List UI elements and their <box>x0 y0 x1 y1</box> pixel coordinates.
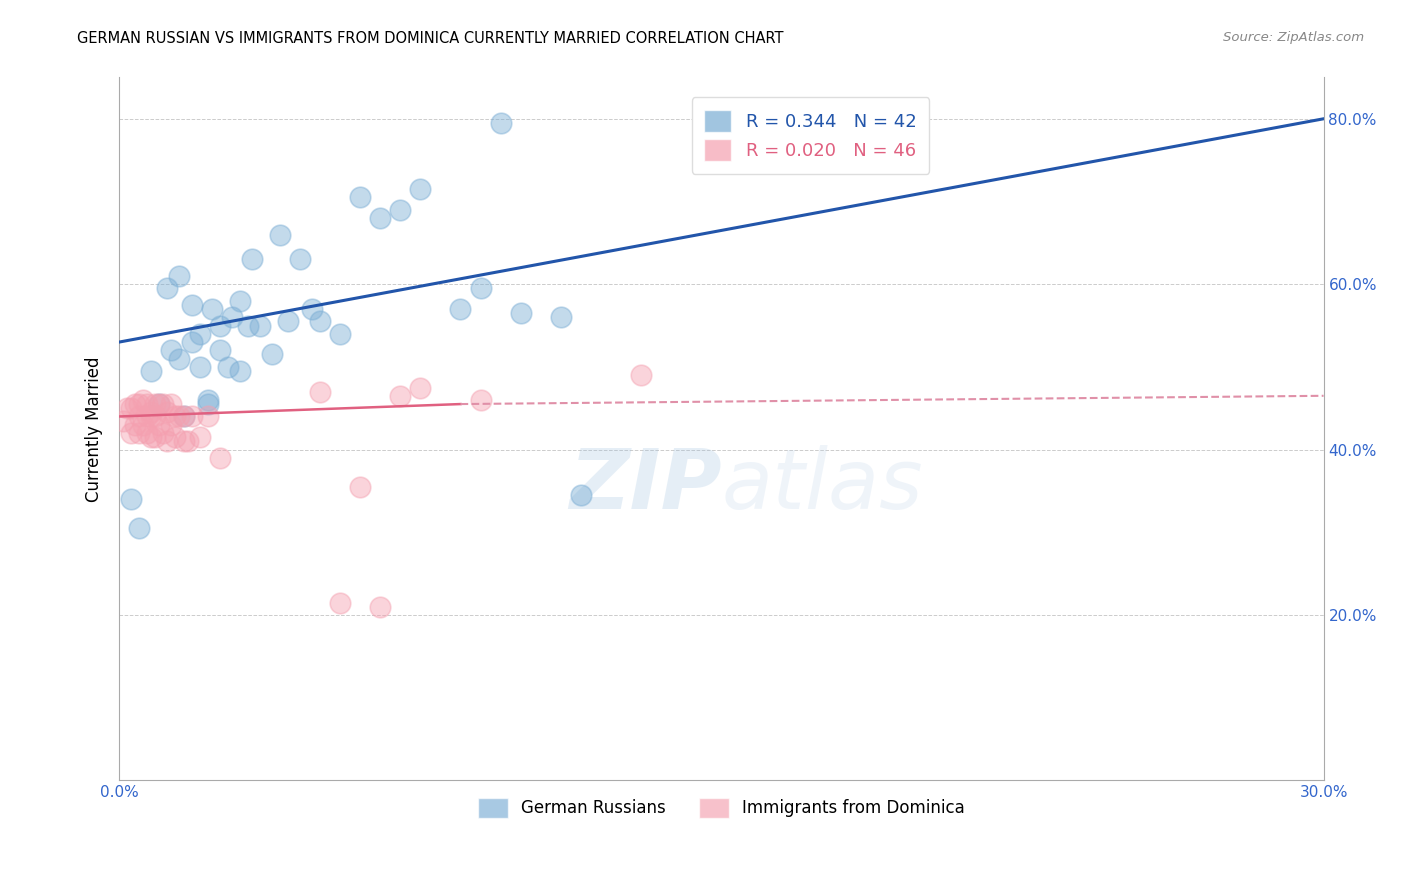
Point <box>450 301 472 316</box>
Point <box>269 227 291 242</box>
Legend: German Russians, Immigrants from Dominica: German Russians, Immigrants from Dominic… <box>471 791 972 825</box>
Text: GERMAN RUSSIAN VS IMMIGRANTS FROM DOMINICA CURRENTLY MARRIED CORRELATION CHART: GERMAN RUSSIAN VS IMMIGRANTS FROM DOMINI… <box>77 31 783 46</box>
Point <box>132 392 155 407</box>
Point <box>136 397 159 411</box>
Point <box>136 409 159 424</box>
Point <box>124 417 146 432</box>
Point <box>145 409 167 424</box>
Point <box>329 595 352 609</box>
Point <box>136 425 159 440</box>
Point <box>221 310 243 325</box>
Point <box>160 397 183 411</box>
Point <box>208 343 231 358</box>
Point <box>169 409 191 424</box>
Point <box>188 430 211 444</box>
Point <box>165 409 187 424</box>
Point <box>228 293 250 308</box>
Point <box>309 384 332 399</box>
Point <box>141 430 163 444</box>
Point <box>188 326 211 341</box>
Point <box>569 488 592 502</box>
Point <box>329 326 352 341</box>
Point <box>120 425 142 440</box>
Point <box>240 252 263 267</box>
Point <box>176 434 198 449</box>
Point <box>145 430 167 444</box>
Point <box>309 314 332 328</box>
Point <box>156 405 179 419</box>
Y-axis label: Currently Married: Currently Married <box>86 356 103 501</box>
Point <box>197 409 219 424</box>
Point <box>152 397 174 411</box>
Point <box>173 409 195 424</box>
Point <box>141 409 163 424</box>
Point <box>208 450 231 465</box>
Point <box>120 492 142 507</box>
Point <box>197 392 219 407</box>
Text: ZIP: ZIP <box>569 444 721 525</box>
Point <box>236 318 259 333</box>
Point <box>128 425 150 440</box>
Point <box>489 116 512 130</box>
Point <box>124 397 146 411</box>
Point <box>141 405 163 419</box>
Point <box>180 298 202 312</box>
Point <box>277 314 299 328</box>
Point <box>160 417 183 432</box>
Point <box>470 281 492 295</box>
Point <box>368 211 391 225</box>
Point <box>145 397 167 411</box>
Point <box>349 190 371 204</box>
Point <box>120 401 142 416</box>
Point <box>349 480 371 494</box>
Point <box>389 389 412 403</box>
Point <box>288 252 311 267</box>
Point <box>409 182 432 196</box>
Point <box>169 268 191 283</box>
Text: atlas: atlas <box>721 444 924 525</box>
Point <box>188 359 211 374</box>
Point <box>132 417 155 432</box>
Point <box>260 347 283 361</box>
Point <box>128 397 150 411</box>
Point <box>470 392 492 407</box>
Point <box>112 414 135 428</box>
Point <box>141 364 163 378</box>
Point <box>165 430 187 444</box>
Point <box>368 599 391 614</box>
Point <box>217 359 239 374</box>
Point <box>208 318 231 333</box>
Point <box>228 364 250 378</box>
Point <box>630 368 652 383</box>
Point <box>128 521 150 535</box>
Point <box>173 434 195 449</box>
Point <box>152 425 174 440</box>
Point <box>200 301 222 316</box>
Point <box>173 409 195 424</box>
Point <box>156 434 179 449</box>
Point <box>197 397 219 411</box>
Point <box>160 343 183 358</box>
Point <box>301 301 323 316</box>
Point <box>249 318 271 333</box>
Point <box>148 417 170 432</box>
Point <box>148 397 170 411</box>
Point <box>389 202 412 217</box>
Point <box>148 397 170 411</box>
Point <box>180 409 202 424</box>
Point <box>180 334 202 349</box>
Point <box>169 351 191 366</box>
Point <box>409 380 432 394</box>
Point <box>128 409 150 424</box>
Point <box>117 401 139 416</box>
Point <box>156 281 179 295</box>
Point <box>509 306 531 320</box>
Point <box>550 310 572 325</box>
Text: Source: ZipAtlas.com: Source: ZipAtlas.com <box>1223 31 1364 45</box>
